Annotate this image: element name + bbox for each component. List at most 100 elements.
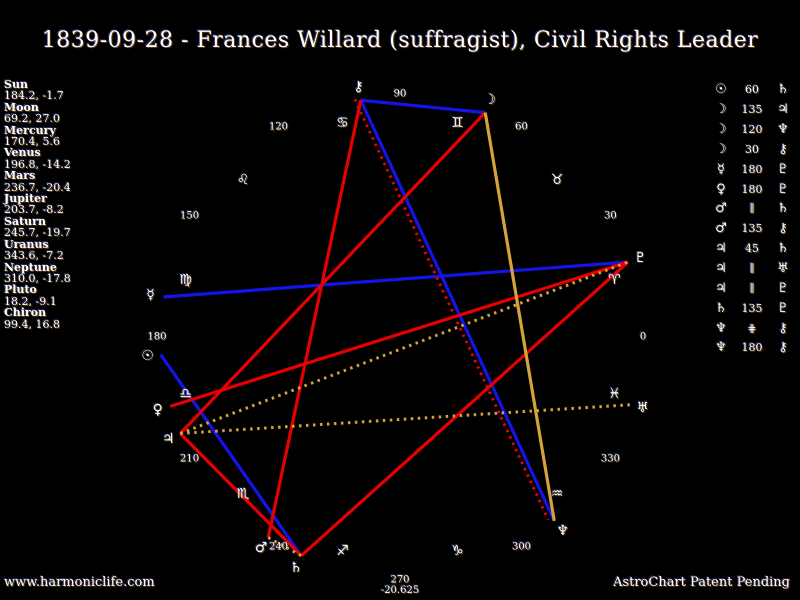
aspect-line-jupiter-uranus (180, 403, 631, 435)
planet-symbol-mars: ♂ (715, 221, 727, 237)
planet-name: Chiron (4, 306, 47, 320)
aspect-angle: 180 (741, 341, 763, 355)
planet-coordinates: 99.4, 16.8 (4, 317, 60, 331)
ring-degree-label-150: 150 (180, 210, 200, 221)
pluto-planet-icon: ♇ (634, 249, 647, 266)
aquarius-sign-icon: ♒ (550, 485, 564, 502)
aspect-angle: 135 (741, 301, 763, 315)
ring-degree-label-120: 120 (268, 121, 289, 133)
planet-symbol-pluto: ♇ (777, 181, 789, 197)
aspect-angle: 120 (741, 123, 763, 137)
aspect-row: ☉ 60 ♄ (712, 80, 792, 100)
aspect-angle: 45 (745, 242, 759, 256)
planet-symbol-moon: ☽ (715, 102, 727, 118)
planet-symbol-saturn: ♄ (777, 201, 789, 217)
aspect-angle: ∥ (749, 262, 755, 276)
planet-coordinates: 69.2, 27.0 (4, 112, 60, 126)
aspect-angle: 180 (741, 182, 763, 196)
aspect-line-jupiter-pluto (179, 260, 629, 435)
ring-degree-label-90: 90 (393, 88, 407, 100)
sagittarius-sign-icon: ♐ (336, 543, 349, 560)
aspect-row: ♆ ⋕ ⚷ (712, 318, 792, 338)
planet-symbol-saturn: ♄ (777, 241, 789, 257)
virgo-sign-icon: ♍ (179, 271, 192, 288)
planet-coordinates: 236.7, -20.4 (4, 180, 71, 194)
planet-name: Saturn (4, 214, 46, 228)
mars-planet-icon: ♂ (254, 540, 268, 557)
planet-symbol-moon: ☽ (715, 141, 727, 157)
aspect-angle: 135 (741, 103, 763, 117)
planet-name: Jupiter (4, 192, 47, 206)
planet-symbol-venus: ♀ (716, 181, 726, 197)
planet-symbol-mercury: ☿ (717, 161, 725, 177)
aspect-row: ♀ 180 ♇ (712, 179, 792, 199)
planet-symbol-pluto: ♇ (777, 300, 789, 316)
chiron-planet-icon: ⚷ (353, 79, 364, 96)
saturn-planet-icon: ♄ (289, 559, 303, 576)
planet-coordinates: 310.0, -17.8 (4, 271, 71, 285)
neptune-planet-icon: ♆ (556, 522, 569, 539)
sun-planet-icon: ☉ (141, 347, 154, 364)
aspect-angle: 30 (745, 142, 759, 156)
uranus-planet-icon: ♅ (636, 400, 649, 417)
aspect-angle: ⋕ (747, 321, 757, 335)
aspect-angle: 180 (741, 162, 763, 176)
planet-symbol-jupiter: ♃ (777, 102, 789, 118)
planet-symbol-chiron: ⚷ (778, 141, 788, 157)
planet-symbol-jupiter: ♃ (715, 241, 727, 257)
planet-name: Uranus (4, 237, 49, 251)
planet-coordinates: 18.2, -9.1 (4, 294, 57, 308)
ring-degree-label-0: 0 (639, 331, 647, 343)
patent-notice: AstroChart Patent Pending (613, 575, 790, 590)
ring-degree-label-180: 180 (147, 331, 167, 343)
planet-symbol-neptune: ♆ (715, 320, 727, 336)
ring-degree-label-240: 240 (268, 541, 289, 553)
aries-sign-icon: ♈ (608, 271, 621, 288)
cancer-sign-icon: ♋ (336, 114, 349, 131)
leo-sign-icon: ♌ (236, 172, 250, 189)
planet-symbol-sun: ☉ (715, 82, 727, 98)
aspect-row: ♂ 135 ⚷ (712, 219, 792, 239)
mercury-planet-icon: ☿ (146, 286, 155, 303)
planet-list: Sun 184.2, -1.7 Moon 69.2, 27.0 Mercury 170.4… (4, 79, 71, 330)
moon-planet-icon: ☽ (483, 92, 497, 109)
planet-name: Mars (4, 169, 36, 183)
aspect-row: ♄ 135 ♇ (712, 298, 792, 318)
aspect-line-chiron-neptune (359, 99, 556, 522)
planet-coordinates: 245.7, -19.7 (4, 226, 71, 240)
aspect-angle: 60 (745, 83, 759, 97)
planet-symbol-saturn: ♄ (777, 82, 789, 98)
planet-symbol-chiron: ⚷ (778, 340, 788, 356)
ring-degree-label-330: 330 (600, 453, 620, 464)
aspect-line-jupiter-saturn (179, 432, 303, 557)
aspect-line-chiron-moon (360, 98, 486, 115)
planet-coordinates: 184.2, -1.7 (4, 89, 64, 103)
libra-sign-icon: ♎ (179, 386, 192, 403)
planet-symbol-pluto: ♇ (777, 161, 789, 177)
planet-symbol-chiron: ⚷ (778, 221, 788, 237)
aspect-row: ♆ 180 ⚷ (712, 338, 792, 358)
planet-symbol-uranus: ♅ (777, 261, 789, 277)
planet-symbol-neptune: ♆ (777, 122, 789, 138)
planet-coordinates: 196.8, -14.2 (4, 157, 71, 171)
planet-symbol-neptune: ♆ (715, 340, 727, 356)
aspect-line-sun-saturn (159, 353, 303, 557)
planet-name: Moon (4, 100, 39, 114)
aspect-row: ☽ 30 ⚷ (712, 140, 792, 160)
planet-symbol-saturn: ♄ (715, 300, 727, 316)
aspect-row: ♃ ∥ ♇ (712, 278, 792, 298)
ring-degree-label-210: 210 (180, 453, 200, 464)
aspect-line-saturn-pluto (300, 260, 630, 557)
gemini-sign-icon: ♊ (451, 114, 464, 131)
planet-coordinates: 170.4, 5.6 (4, 135, 60, 149)
bottom-declination-annotation: -20.625 (380, 585, 420, 596)
capricorn-sign-icon: ♑ (451, 543, 464, 560)
aspect-row: ♃ ∥ ♅ (712, 259, 792, 279)
aspect-row: ☿ 180 ♇ (712, 159, 792, 179)
planet-name: Sun (4, 78, 28, 91)
planet-symbol-pluto: ♇ (777, 280, 789, 296)
planet-name: Neptune (4, 260, 57, 274)
